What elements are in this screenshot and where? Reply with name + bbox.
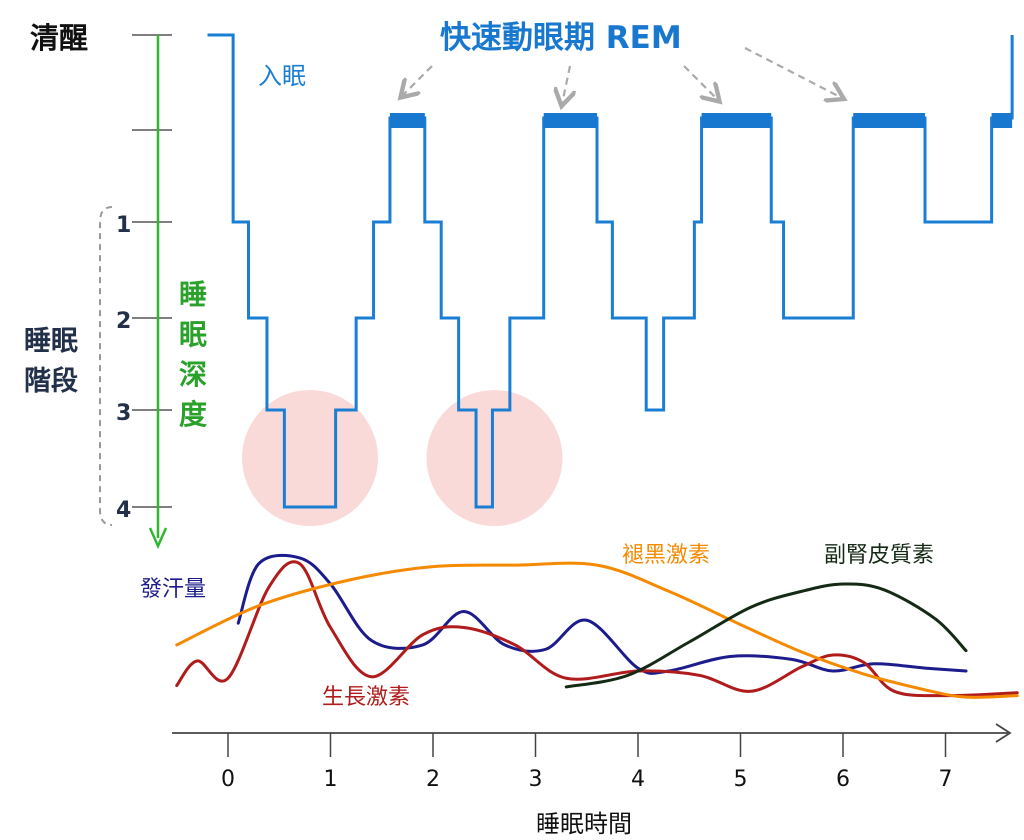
rem-title: 快速動眼期 REM — [440, 20, 682, 56]
sweat-curve — [236, 553, 968, 675]
depth-char-1: 睡 — [179, 278, 207, 311]
cortisol-label: 副腎皮質素 — [824, 543, 934, 568]
stage-tick-4: 4 — [116, 498, 131, 523]
rem-pointer-3 — [683, 65, 718, 100]
rem-pointer-arrows — [402, 47, 842, 104]
fall-asleep-label: 入眠 — [258, 62, 306, 90]
deep-sleep-highlights — [242, 390, 563, 526]
rem-bar-2 — [543, 113, 597, 128]
rem-pointer-1 — [402, 65, 433, 96]
rem-bar-5 — [991, 113, 1013, 128]
stage-tick-2: 2 — [116, 309, 131, 334]
melatonin-label: 褪黑激素 — [622, 543, 710, 568]
time-tick-label-4: 4 — [631, 767, 645, 792]
time-axis-arrowhead — [995, 723, 1012, 743]
stages-label-line2: 階段 — [24, 366, 78, 397]
hypnogram — [207, 33, 1014, 509]
melatonin-curve — [175, 561, 1019, 699]
stage-tick-3: 3 — [116, 401, 131, 426]
rem-pointer-2 — [562, 65, 570, 104]
time-tick-label-3: 3 — [529, 767, 543, 792]
time-axis: 0 1 2 3 4 5 6 7 — [172, 723, 1012, 792]
time-tick-label-2: 2 — [426, 767, 440, 792]
stages-label-line1: 睡眠 — [24, 326, 78, 357]
rem-bar-1 — [389, 113, 425, 128]
growth-label: 生長激素 — [322, 685, 410, 710]
hypnogram-line — [207, 33, 1014, 509]
sweat-label: 發汗量 — [140, 577, 206, 602]
hormone-curves — [175, 553, 1019, 699]
deep-sleep-circle-2 — [426, 390, 563, 526]
rem-bar-4 — [853, 113, 925, 128]
rem-bar-3 — [701, 113, 772, 128]
stage-bracket — [99, 206, 113, 526]
depth-char-4: 度 — [179, 398, 207, 431]
growth-hormone-curve — [175, 560, 1019, 698]
time-tick-label-7: 7 — [939, 767, 953, 792]
depth-char-2: 眠 — [179, 318, 207, 351]
time-tick-label-0: 0 — [221, 767, 235, 792]
depth-arrow — [148, 35, 168, 550]
rem-pointer-4 — [744, 47, 842, 98]
time-tick-label-1: 1 — [324, 767, 338, 792]
cortisol-curve — [564, 582, 968, 689]
time-tick-label-6: 6 — [836, 767, 850, 792]
depth-char-3: 深 — [179, 358, 207, 391]
x-axis-title: 睡眠時間 — [536, 810, 632, 838]
time-tick-label-5: 5 — [734, 767, 748, 792]
stage-tick-1: 1 — [116, 213, 131, 238]
stage-axis — [132, 34, 172, 508]
deep-sleep-circle-1 — [242, 390, 378, 526]
awake-label: 清醒 — [30, 21, 88, 55]
